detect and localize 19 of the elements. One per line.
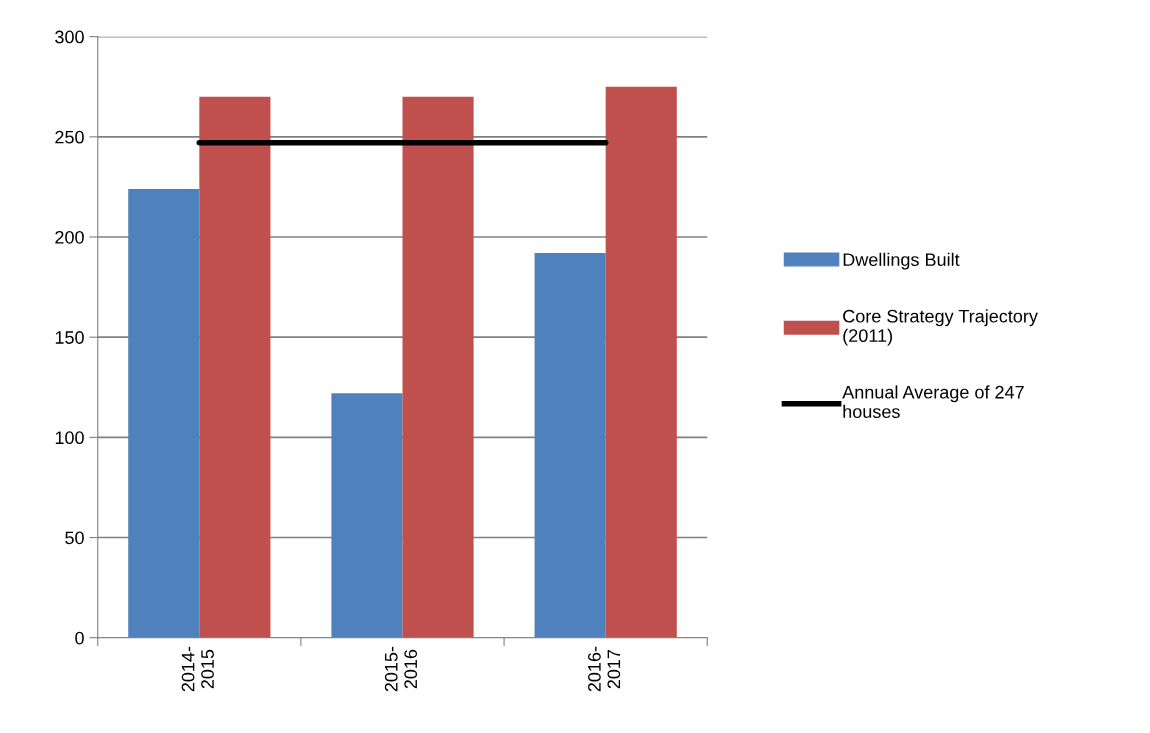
- y-tick-label: 300: [55, 30, 84, 44]
- legend-label: Core Strategy Trajectory (2011): [843, 309, 1038, 346]
- y-tick-label: 0: [75, 631, 84, 645]
- legend-label: Annual Average of 247 houses: [842, 385, 1024, 419]
- x-tick-label: 2015- 2016: [384, 646, 418, 692]
- y-tick-label: 250: [55, 130, 84, 144]
- bar: [534, 253, 606, 638]
- legend-label: Dwellings Built: [843, 252, 960, 270]
- bar: [605, 86, 677, 638]
- bar: [199, 96, 271, 638]
- y-tick-label: 50: [65, 531, 84, 545]
- y-tick-label: 100: [55, 431, 84, 445]
- bar: [331, 393, 403, 638]
- bar: [128, 188, 200, 638]
- bar: [402, 96, 474, 638]
- x-tick-label: 2016- 2017: [588, 646, 621, 692]
- y-tick-label: 150: [55, 331, 84, 344]
- y-tick-label: 200: [55, 230, 84, 244]
- x-tick-label: 2014- 2015: [181, 646, 214, 692]
